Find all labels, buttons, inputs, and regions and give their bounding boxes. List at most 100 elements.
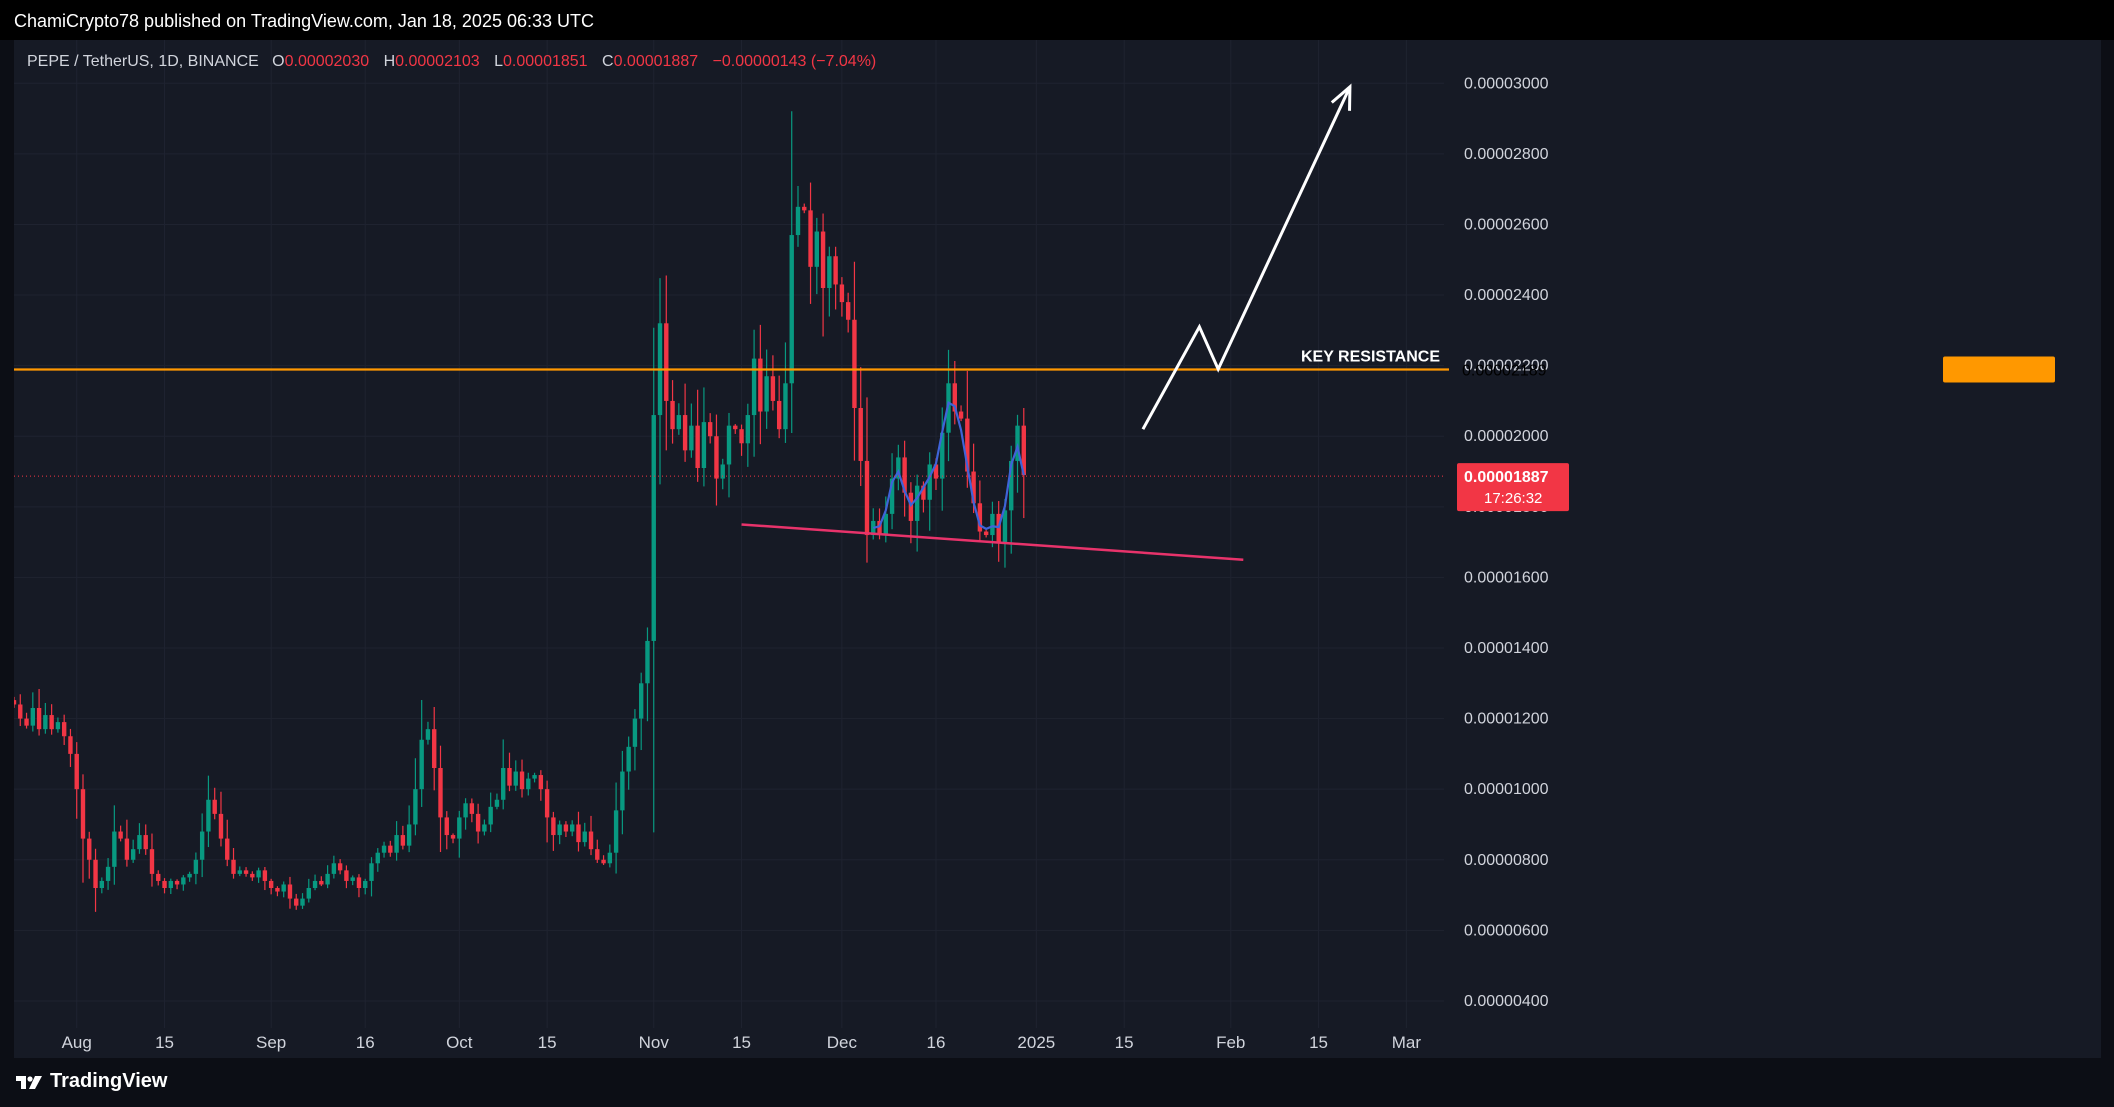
- candle-up[interactable]: [789, 235, 794, 384]
- candle-up[interactable]: [381, 845, 387, 853]
- candle-up[interactable]: [494, 799, 500, 807]
- candle-down[interactable]: [212, 799, 217, 814]
- candle-up[interactable]: [130, 849, 136, 860]
- candle-down[interactable]: [61, 722, 67, 737]
- candle-up[interactable]: [532, 775, 537, 779]
- candle-down[interactable]: [908, 492, 914, 521]
- candle-down[interactable]: [93, 859, 98, 888]
- candle-down[interactable]: [563, 824, 569, 832]
- candle-down[interactable]: [49, 715, 54, 730]
- candle-down[interactable]: [143, 835, 148, 850]
- candle-up[interactable]: [406, 824, 412, 846]
- candle-down[interactable]: [124, 838, 130, 860]
- candle-up[interactable]: [795, 206, 801, 236]
- candle-down[interactable]: [588, 831, 594, 850]
- candle-up[interactable]: [55, 722, 61, 730]
- candle-down[interactable]: [965, 418, 970, 472]
- candle-up[interactable]: [764, 376, 769, 412]
- candle-down[interactable]: [770, 376, 776, 401]
- candle-up[interactable]: [914, 485, 920, 521]
- candle-up[interactable]: [701, 422, 707, 468]
- candle-up[interactable]: [927, 464, 932, 500]
- projection-path[interactable]: [1141, 86, 1352, 430]
- candle-up[interactable]: [883, 513, 888, 536]
- candle-up[interactable]: [638, 683, 644, 719]
- candle-down[interactable]: [231, 859, 236, 874]
- candle-down[interactable]: [149, 849, 155, 874]
- candle-up[interactable]: [419, 739, 424, 790]
- candle-down[interactable]: [80, 789, 86, 839]
- candle-down[interactable]: [507, 768, 512, 786]
- candlestick-chart[interactable]: KEY RESISTANCE 0.00000400 0.00000600 0.0000…: [14, 40, 2101, 1058]
- candle-down[interactable]: [337, 863, 343, 871]
- candle-down[interactable]: [438, 768, 443, 818]
- candle-up[interactable]: [105, 866, 111, 881]
- candle-down[interactable]: [174, 880, 180, 885]
- candle-down[interactable]: [933, 464, 939, 479]
- candle-down[interactable]: [983, 531, 989, 536]
- candle-up[interactable]: [783, 383, 788, 430]
- candle-down[interactable]: [952, 383, 957, 412]
- candle-up[interactable]: [325, 873, 330, 885]
- candle-up[interactable]: [199, 831, 205, 860]
- candle-down[interactable]: [670, 400, 675, 430]
- candle-down[interactable]: [551, 817, 556, 836]
- candle-down[interactable]: [664, 323, 669, 401]
- candle-up[interactable]: [626, 746, 631, 772]
- candle-down[interactable]: [776, 400, 782, 430]
- candle-up[interactable]: [676, 415, 682, 430]
- candle-up[interactable]: [256, 870, 261, 878]
- candle-down[interactable]: [356, 877, 362, 888]
- candle-down[interactable]: [87, 838, 92, 860]
- candle-down[interactable]: [977, 503, 983, 532]
- candle-up[interactable]: [193, 859, 199, 874]
- candle-down[interactable]: [576, 824, 581, 843]
- candle-down[interactable]: [68, 736, 73, 754]
- candle-down[interactable]: [36, 708, 42, 730]
- candle-down[interactable]: [682, 415, 688, 451]
- candle-up[interactable]: [99, 880, 105, 888]
- candle-down[interactable]: [243, 870, 249, 874]
- candle-down[interactable]: [733, 425, 738, 430]
- candle-up[interactable]: [896, 457, 901, 479]
- candle-up[interactable]: [306, 888, 311, 899]
- candle-down[interactable]: [1021, 425, 1026, 476]
- candle-up[interactable]: [168, 880, 173, 888]
- candle-down[interactable]: [544, 789, 550, 818]
- candle-down[interactable]: [519, 771, 525, 790]
- candle-down[interactable]: [695, 425, 700, 468]
- candle-up[interactable]: [689, 425, 694, 451]
- candle-up[interactable]: [312, 880, 318, 888]
- support-trendline[interactable]: [741, 523, 1244, 562]
- candle-up[interactable]: [281, 884, 286, 892]
- candle-down[interactable]: [820, 231, 826, 288]
- candle-down[interactable]: [294, 898, 299, 906]
- candle-up[interactable]: [720, 464, 725, 479]
- candle-up[interactable]: [137, 835, 142, 850]
- candle-down[interactable]: [595, 849, 600, 860]
- candle-down[interactable]: [864, 460, 870, 536]
- candle-up[interactable]: [526, 778, 531, 790]
- candle-down[interactable]: [858, 408, 863, 461]
- candle-up[interactable]: [570, 824, 575, 832]
- candle-down[interactable]: [344, 870, 349, 881]
- candle-down[interactable]: [601, 859, 606, 864]
- candle-up[interactable]: [745, 415, 751, 444]
- candle-up[interactable]: [30, 708, 36, 726]
- candle-up[interactable]: [457, 817, 462, 839]
- candle-down[interactable]: [808, 210, 813, 267]
- candle-up[interactable]: [187, 873, 192, 878]
- candle-up[interactable]: [751, 358, 757, 416]
- candle-down[interactable]: [444, 817, 449, 836]
- candle-up[interactable]: [237, 870, 242, 874]
- candle-up[interactable]: [827, 256, 832, 288]
- candle-up[interactable]: [990, 513, 995, 536]
- candle-down[interactable]: [268, 880, 274, 888]
- candle-up[interactable]: [620, 771, 625, 811]
- candle-down[interactable]: [388, 845, 393, 853]
- candle-up[interactable]: [501, 768, 506, 800]
- candle-down[interactable]: [275, 888, 280, 892]
- candle-down[interactable]: [225, 838, 230, 860]
- candle-down[interactable]: [400, 835, 406, 846]
- candle-down[interactable]: [902, 457, 907, 493]
